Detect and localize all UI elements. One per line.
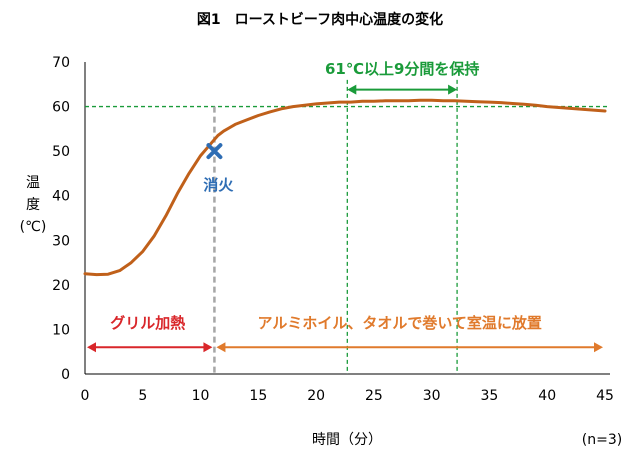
- x-tick-label: 20: [307, 388, 325, 404]
- y-tick-label: 30: [52, 233, 70, 249]
- series-line: [83, 98, 607, 277]
- x-tick-label: 40: [538, 388, 556, 404]
- y-axis-label-line: 度: [26, 197, 40, 213]
- x-tick-label: 15: [249, 388, 267, 404]
- x-tick-label: 45: [596, 388, 614, 404]
- x-tick-label: 5: [138, 388, 147, 404]
- y-tick-label: 70: [52, 55, 70, 71]
- x-axis-label: 時間（分）: [312, 432, 382, 448]
- y-axis-label-line: 温: [26, 175, 40, 191]
- chart-title: 図1 ローストビーフ肉中心温度の変化: [197, 11, 443, 28]
- hold-range-label: 61℃以上9分間を保持: [325, 60, 479, 78]
- grill-phase-arrow-head-right: [203, 342, 213, 353]
- y-tick-label: 50: [52, 144, 70, 160]
- x-tick-label: 10: [192, 388, 210, 404]
- y-tick-label: 60: [52, 100, 70, 116]
- x-tick-label: 30: [423, 388, 441, 404]
- tick-labels: 0 5 10 15 20 25 30 35 40 45 0 10 20 30 40 50 60 70: [52, 55, 614, 404]
- y-tick-label: 10: [52, 322, 70, 338]
- sample-size-note: (n=3): [582, 432, 622, 448]
- grill-phase-label: グリル加熱: [110, 314, 185, 332]
- rest-phase-label: アルミホイル、タオルで巻いて室温に放置: [258, 314, 542, 332]
- hold-range-arrow-head-left: [347, 84, 357, 95]
- y-axis-label-line: (℃): [20, 219, 47, 235]
- grill-phase-arrow-head-left: [87, 342, 96, 353]
- y-tick-label: 20: [52, 278, 70, 294]
- fire-off-label: 消火: [203, 176, 234, 194]
- y-axis-label: 温 度 (℃): [20, 175, 47, 235]
- y-tick-label: 40: [52, 189, 70, 205]
- y-tick-label: 0: [61, 367, 70, 383]
- rest-phase-arrow-head-right: [594, 342, 603, 353]
- hold-range-arrow-head-right: [448, 84, 458, 95]
- x-tick-label: 25: [365, 388, 383, 404]
- fire-off-marker-stroke: [206, 143, 223, 160]
- x-tick-label: 35: [481, 388, 499, 404]
- rest-phase-arrow-head-left: [216, 342, 226, 353]
- x-tick-label: 0: [81, 388, 90, 404]
- fire-off-marker: [206, 143, 223, 160]
